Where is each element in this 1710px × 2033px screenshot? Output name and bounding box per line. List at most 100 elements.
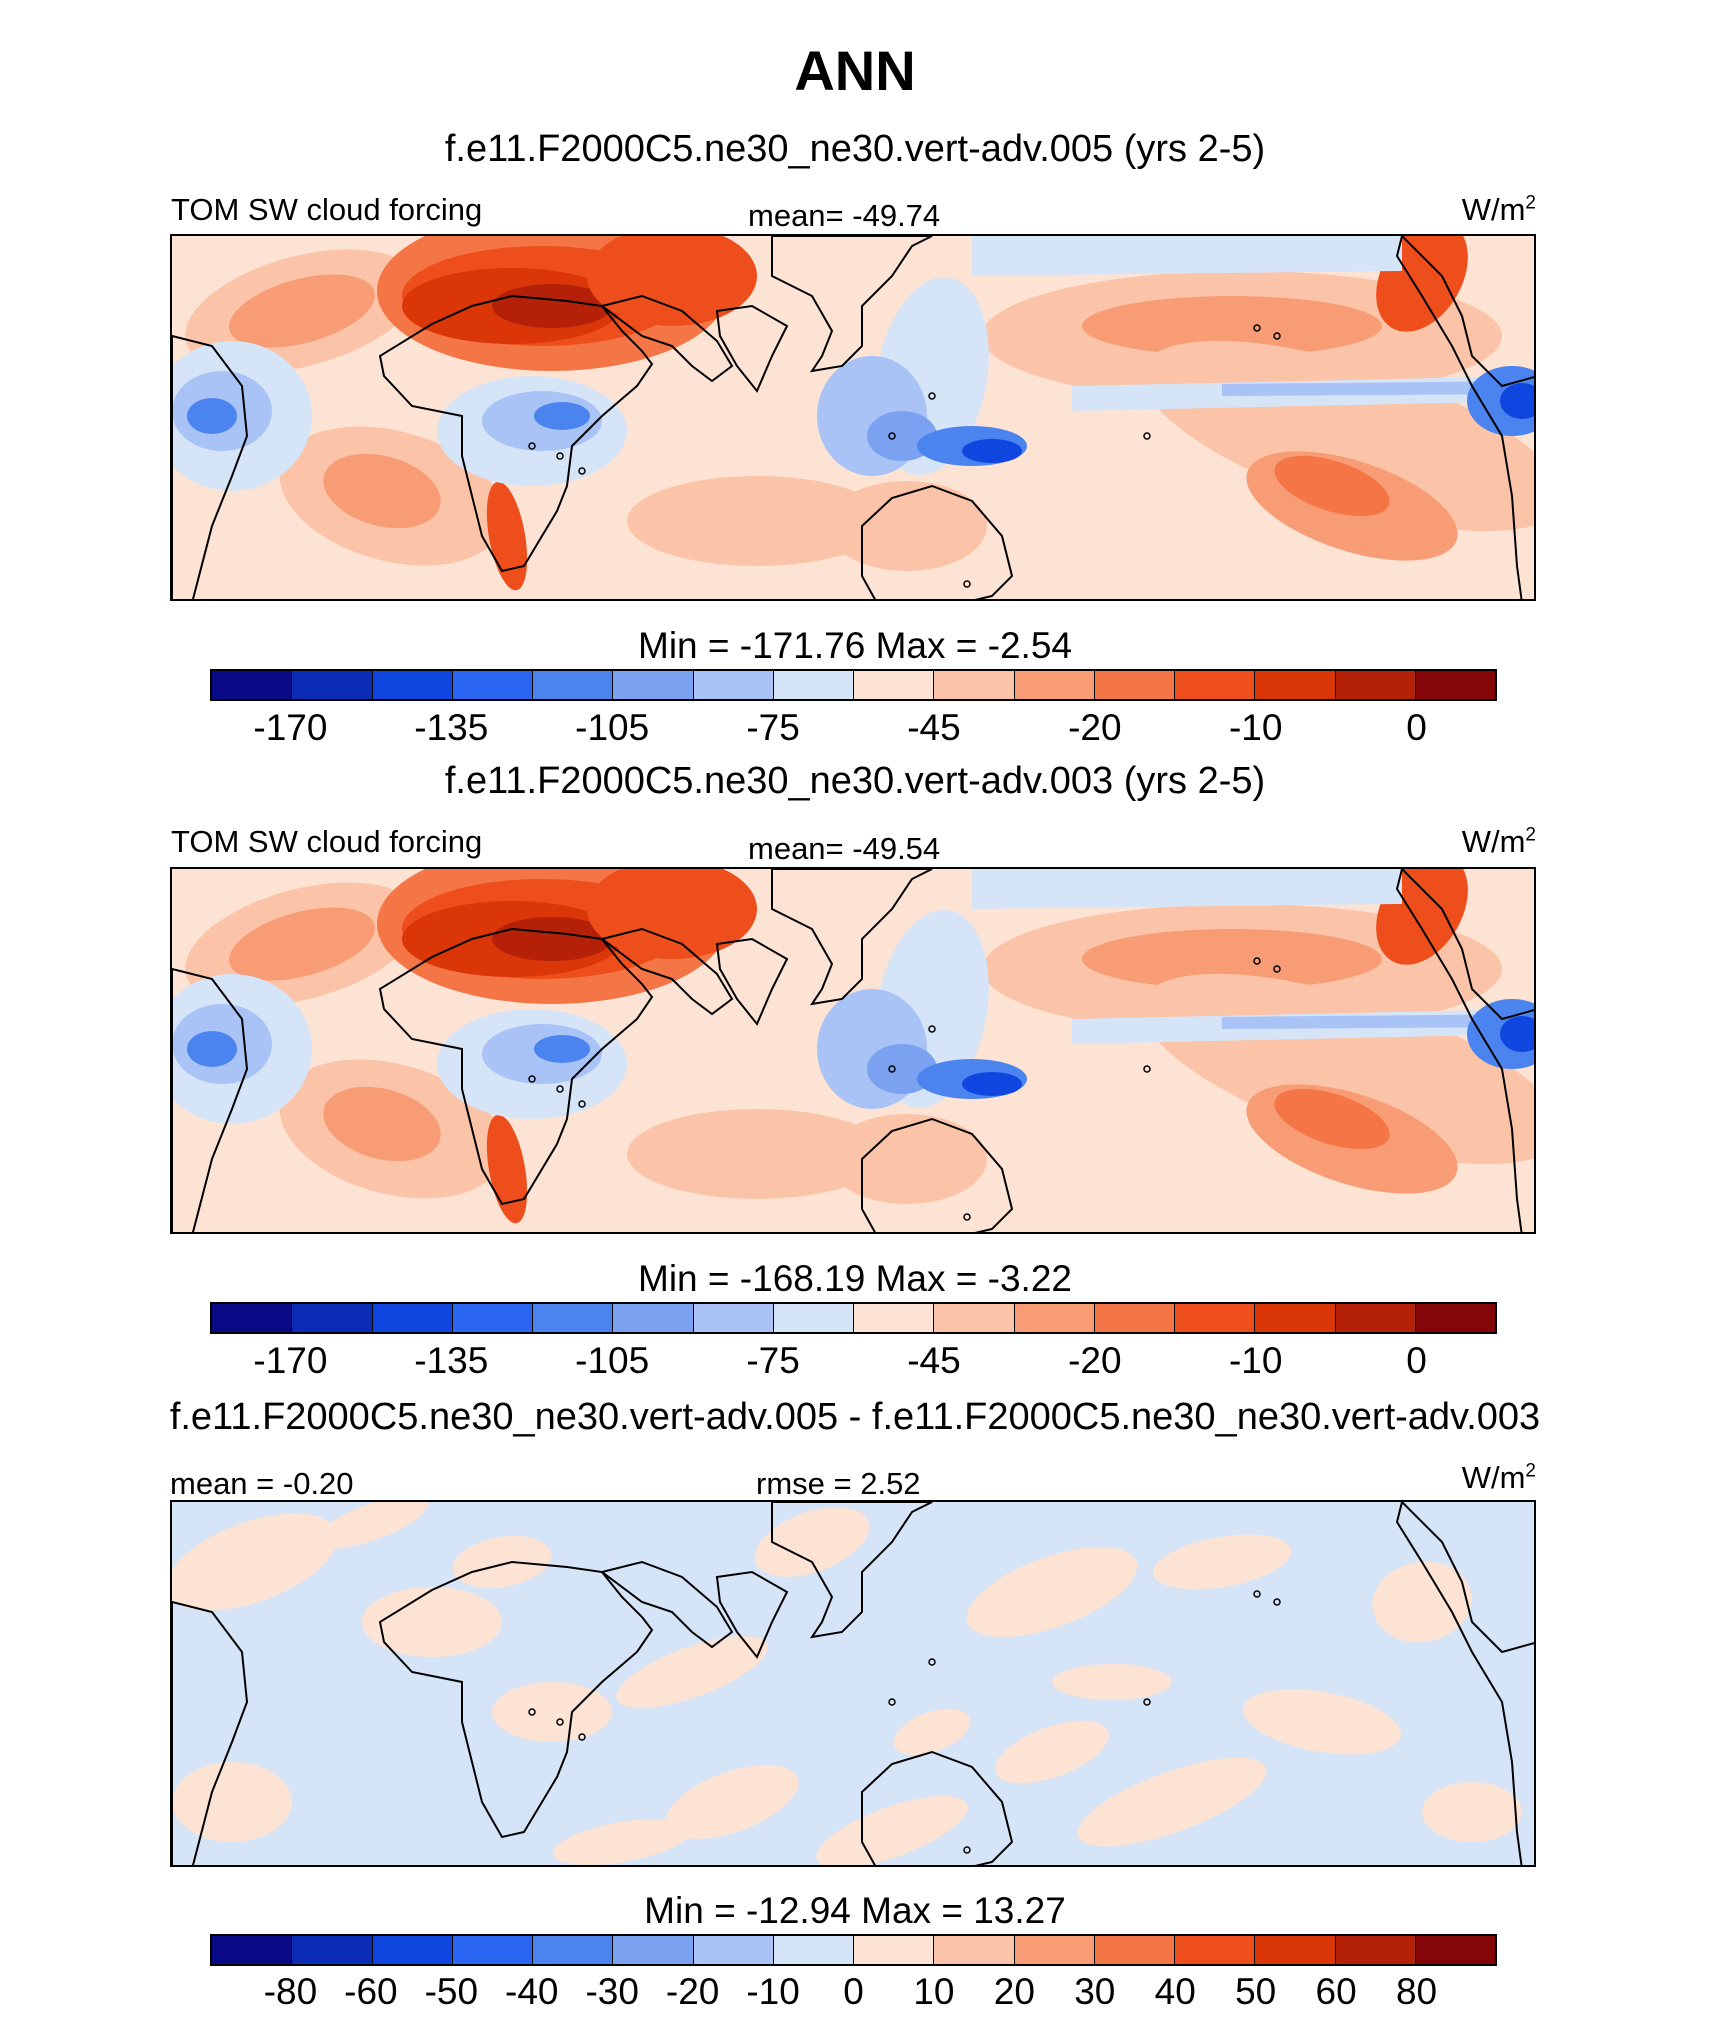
colorbar-box <box>1335 671 1416 699</box>
colorbar-tick-label: -10 <box>746 1971 800 2012</box>
colorbar-box <box>1014 1304 1095 1332</box>
colorbar-tick-label: -20 <box>665 1971 720 2012</box>
colorbar-box <box>292 1936 373 1964</box>
panel-2-map-field <box>172 869 1534 1232</box>
colorbar-box <box>854 1304 935 1332</box>
panel-2-title: f.e11.F2000C5.ne30_ne30.vert-adv.003 (yr… <box>444 760 1266 802</box>
colorbar-box <box>934 1304 1015 1332</box>
colorbar-box <box>773 671 854 699</box>
colorbar-box <box>1415 1936 1495 1964</box>
colorbar-box <box>693 1936 774 1964</box>
colorbar-tick-label: 0 <box>843 1971 864 2012</box>
colorbar-box <box>1335 1304 1416 1332</box>
panel-1-minmax: Min = -171.76 Max = -2.54 <box>638 625 1072 666</box>
colorbar-box <box>1415 671 1495 699</box>
colorbar-tick-label: 60 <box>1315 1971 1357 2012</box>
colorbar-box <box>292 671 373 699</box>
panel-1-variable-label: TOM SW cloud forcing <box>171 192 483 227</box>
colorbar-box <box>1094 671 1175 699</box>
panel-2-mean-label: mean= -49.54 <box>748 831 941 866</box>
colorbar-box <box>533 1936 614 1964</box>
panel-3-rmse-label: rmse = 2.52 <box>756 1466 921 1501</box>
colorbar-tick-label: -10 <box>1228 1340 1283 1381</box>
panel-3-units-label: W/m2 <box>1461 1460 1536 1495</box>
colorbar-box <box>1094 1304 1175 1332</box>
colorbar-tick-label: -50 <box>424 1971 479 2012</box>
figure-title: ANN <box>794 39 916 102</box>
panel-3-map <box>170 1500 1536 1867</box>
colorbar-box <box>212 671 293 699</box>
colorbar-box <box>854 671 935 699</box>
colorbar-box <box>613 1936 694 1964</box>
colorbar-tick-label: -20 <box>1068 707 1122 748</box>
colorbar-box <box>934 1936 1015 1964</box>
colorbar-box <box>212 1936 293 1964</box>
panel-2-variable-label: TOM SW cloud forcing <box>171 824 483 859</box>
colorbar-tick-label: -80 <box>263 1971 318 2012</box>
panel-1-colorbar <box>210 669 1497 701</box>
colorbar-tick-label: -105 <box>575 1340 650 1381</box>
colorbar-tick-label: -75 <box>746 1340 800 1381</box>
colorbar-tick-label: 50 <box>1235 1971 1277 2012</box>
colorbar-tick-label: -20 <box>1068 1340 1122 1381</box>
colorbar-tick-label: -105 <box>575 707 650 748</box>
colorbar-box <box>452 1304 533 1332</box>
colorbar-tick-label: 40 <box>1154 1971 1196 2012</box>
panel-1-map-field <box>172 236 1534 599</box>
colorbar-tick-label: 0 <box>1406 707 1427 748</box>
panel-3-minmax: Min = -12.94 Max = 13.27 <box>644 1890 1066 1931</box>
panel-3-colorbar <box>210 1934 1497 1966</box>
colorbar-box <box>452 671 533 699</box>
colorbar-box <box>372 1936 453 1964</box>
colorbar-box <box>533 1304 614 1332</box>
panel-3-map-field <box>172 1502 1534 1865</box>
panel-2-map <box>170 867 1536 1234</box>
panel-1-mean-label: mean= -49.74 <box>748 198 941 233</box>
colorbar-box <box>292 1304 373 1332</box>
colorbar-box <box>854 1936 935 1964</box>
colorbar-box <box>693 671 774 699</box>
colorbar-tick-label: 80 <box>1395 1971 1438 2012</box>
colorbar-box <box>1255 1936 1336 1964</box>
panel-1-units-label: W/m2 <box>1461 192 1536 227</box>
colorbar-tick-label: -30 <box>585 1971 639 2012</box>
panel-3-title: f.e11.F2000C5.ne30_ne30.vert-adv.005 - f… <box>169 1396 1541 1438</box>
colorbar-box <box>773 1304 854 1332</box>
colorbar-box <box>773 1936 854 1964</box>
panel-2-minmax: Min = -168.19 Max = -3.22 <box>638 1258 1072 1299</box>
colorbar-tick-label: -45 <box>907 707 961 748</box>
colorbar-box <box>1175 1304 1256 1332</box>
colorbar-box <box>934 671 1015 699</box>
panel-1-title: f.e11.F2000C5.ne30_ne30.vert-adv.005 (yr… <box>444 128 1266 170</box>
colorbar-box <box>1415 1304 1495 1332</box>
panel-3-mean-label: mean = -0.20 <box>170 1466 354 1501</box>
colorbar-box <box>372 671 453 699</box>
colorbar-box <box>1014 1936 1095 1964</box>
colorbar-tick-label: 20 <box>993 1971 1035 2012</box>
panel-2-colorbar <box>210 1302 1497 1334</box>
colorbar-tick-label: -170 <box>253 1340 328 1381</box>
colorbar-box <box>1175 1936 1256 1964</box>
colorbar-box <box>212 1304 293 1332</box>
colorbar-tick-label: -170 <box>253 707 328 748</box>
colorbar-box <box>452 1936 533 1964</box>
colorbar-tick-label: -135 <box>414 1340 489 1381</box>
colorbar-box <box>1094 1936 1175 1964</box>
colorbar-tick-label: 30 <box>1074 1971 1116 2012</box>
colorbar-tick-label: -60 <box>344 1971 398 2012</box>
colorbar-box <box>1255 1304 1336 1332</box>
colorbar-box <box>1175 671 1256 699</box>
colorbar-box <box>693 1304 774 1332</box>
colorbar-tick-label: -45 <box>907 1340 961 1381</box>
colorbar-box <box>372 1304 453 1332</box>
panel-2-units-label: W/m2 <box>1461 824 1536 859</box>
colorbar-box <box>613 671 694 699</box>
colorbar-tick-label: -75 <box>746 707 800 748</box>
colorbar-tick-label: 10 <box>913 1971 955 2012</box>
colorbar-box <box>1255 671 1336 699</box>
colorbar-tick-label: 0 <box>1406 1340 1427 1381</box>
colorbar-box <box>613 1304 694 1332</box>
colorbar-box <box>1335 1936 1416 1964</box>
colorbar-tick-label: -40 <box>505 1971 559 2012</box>
colorbar-tick-label: -135 <box>414 707 489 748</box>
